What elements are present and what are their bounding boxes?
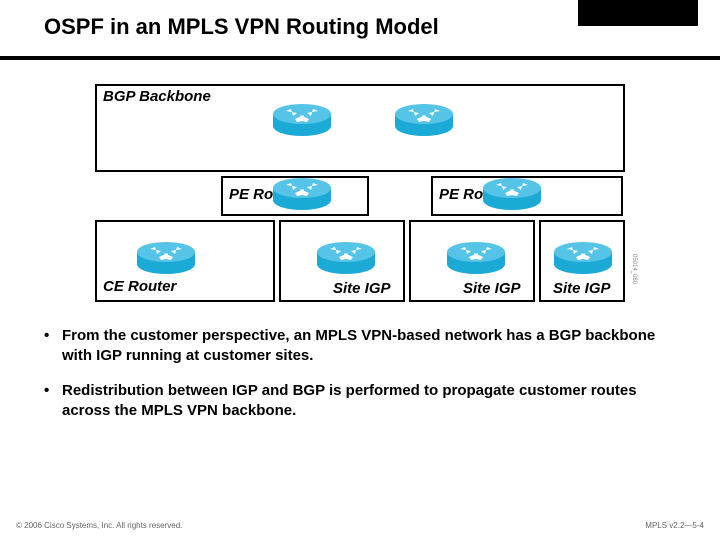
diagram-label: BGP Backbone: [103, 88, 211, 105]
diagram-label: Site IGP: [333, 280, 391, 297]
router-icon: [393, 102, 455, 138]
router-icon: [135, 240, 197, 276]
copyright: © 2006 Cisco Systems, Inc. All rights re…: [16, 521, 182, 530]
diagram-label: CE Router: [103, 278, 176, 295]
network-diagram: 05014_080 BGP BackbonePE RouterPE Router…: [95, 84, 625, 304]
router-icon: [445, 240, 507, 276]
title-bar: OSPF in an MPLS VPN Routing Model: [0, 0, 720, 60]
diagram-label: Site IGP: [463, 280, 521, 297]
bullet-list: From the customer perspective, an MPLS V…: [44, 326, 676, 421]
image-code: 05014_080: [631, 254, 637, 284]
corner-block: [578, 0, 698, 26]
bullet-item: Redistribution between IGP and BGP is pe…: [44, 381, 676, 422]
router-icon: [271, 102, 333, 138]
router-icon: [271, 176, 333, 212]
slide-number: MPLS v2.2—5-4: [645, 521, 704, 530]
diagram-label: Site IGP: [553, 280, 611, 297]
router-icon: [315, 240, 377, 276]
footer: © 2006 Cisco Systems, Inc. All rights re…: [16, 521, 704, 530]
title-underline: [0, 56, 720, 60]
router-icon: [481, 176, 543, 212]
bullet-item: From the customer perspective, an MPLS V…: [44, 326, 676, 367]
router-icon: [552, 240, 614, 276]
